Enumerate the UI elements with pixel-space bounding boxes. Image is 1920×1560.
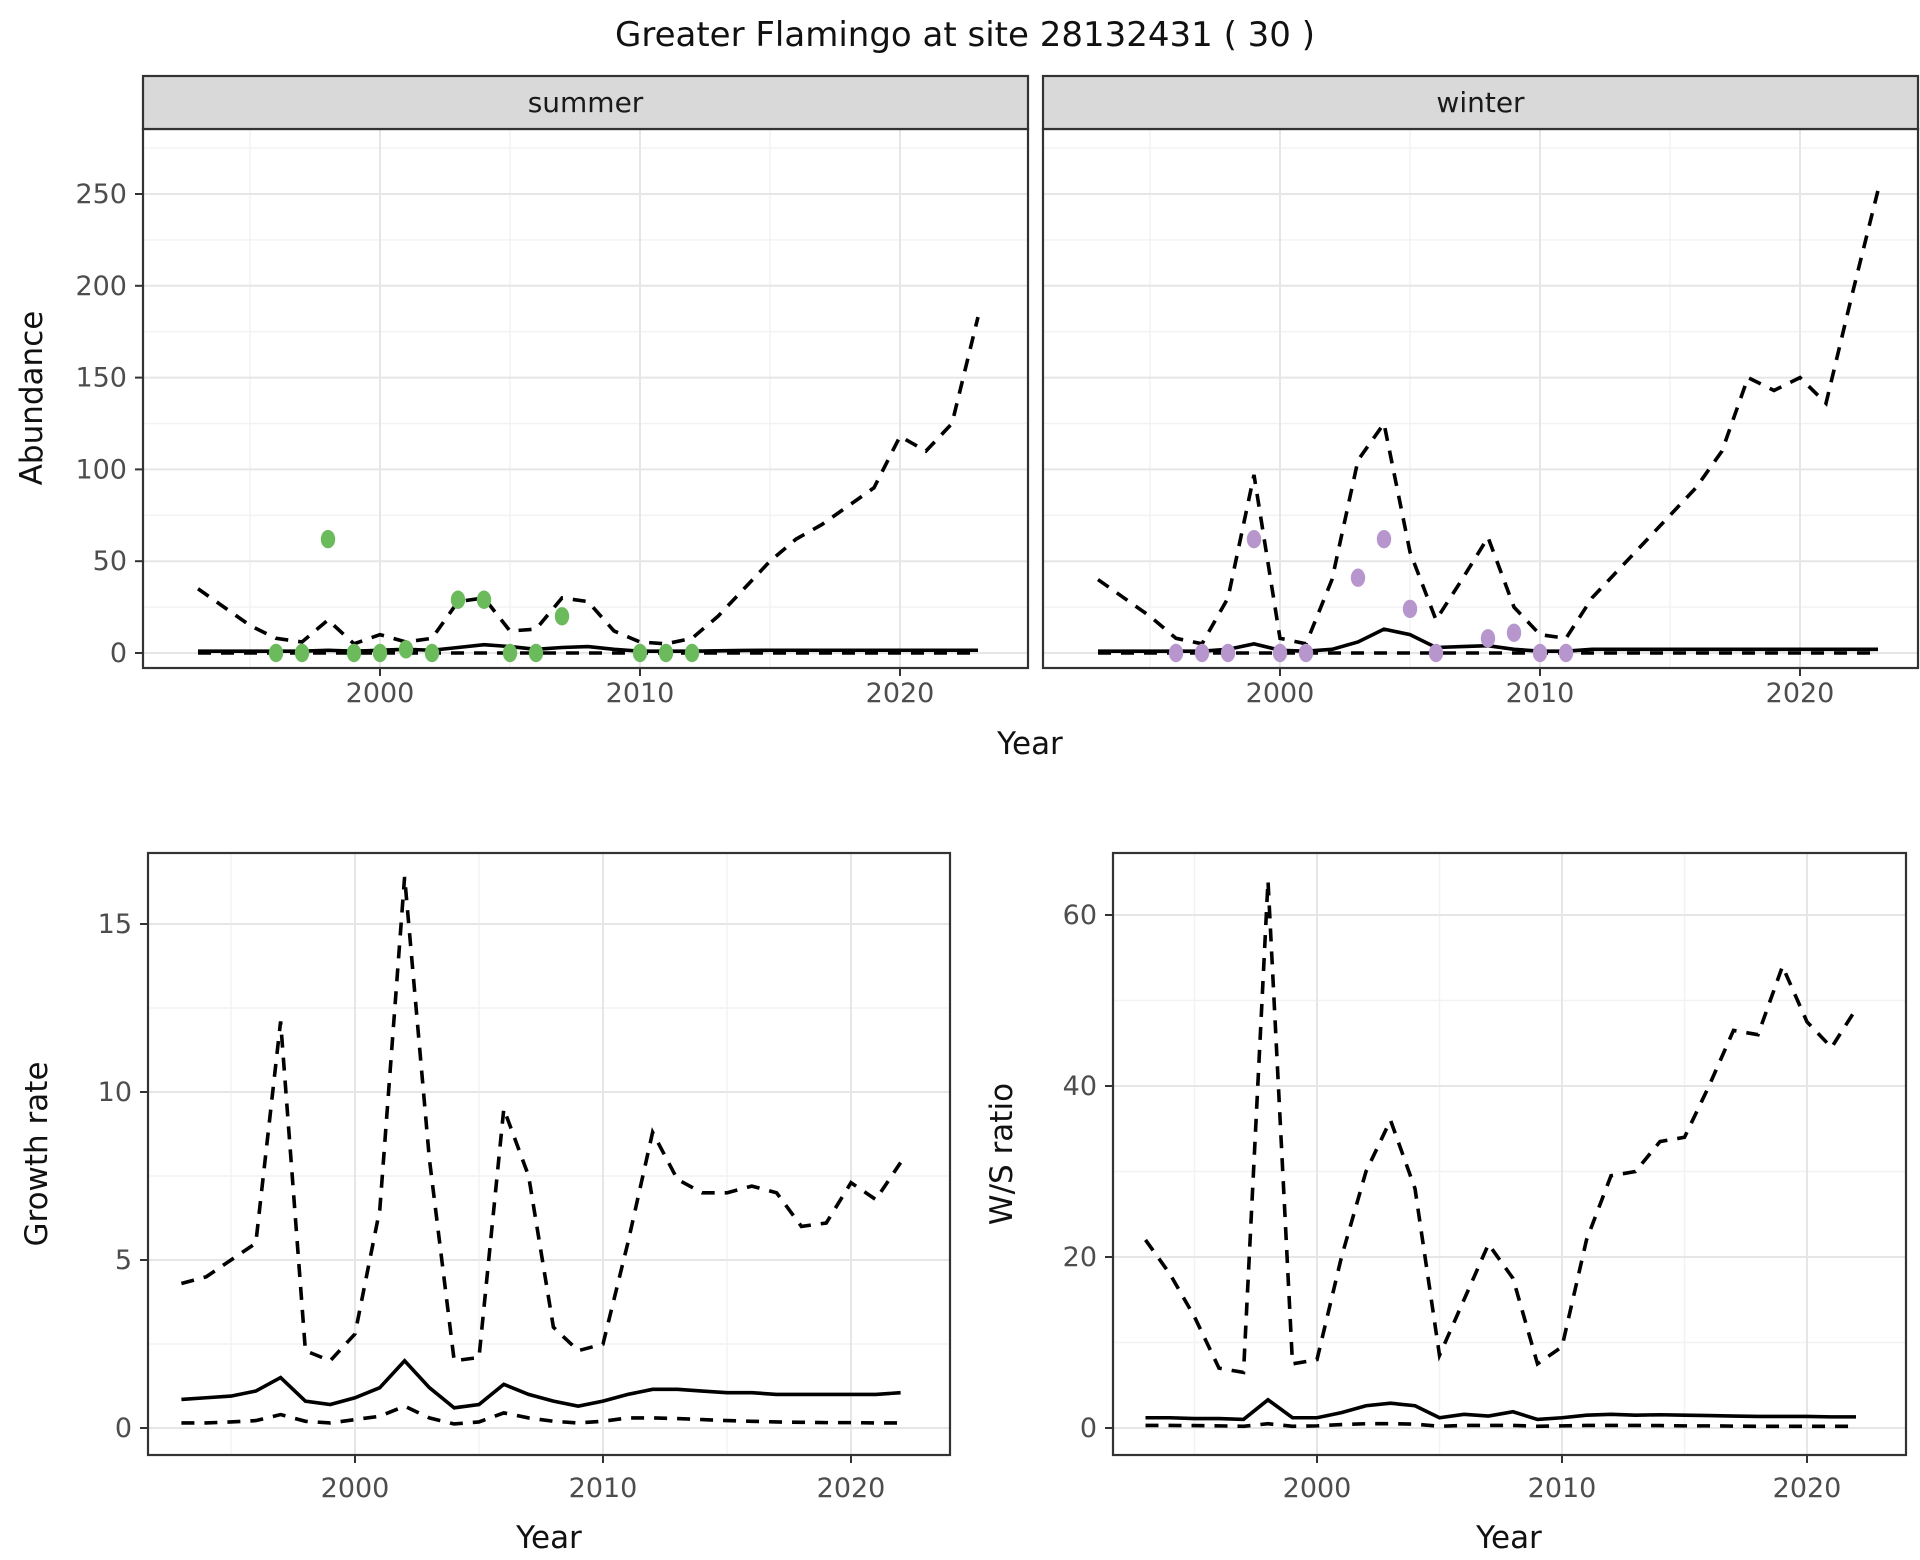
y-tick-label: 150: [75, 363, 127, 394]
data-point: [1194, 643, 1210, 663]
gridlines: [148, 853, 950, 1455]
chart-title: Greater Flamingo at site 28132431 ( 30 ): [615, 15, 1315, 55]
gridlines: [1113, 853, 1906, 1455]
y-tick-label: 0: [1080, 1413, 1097, 1444]
growth-year-axis-title: Year: [515, 1520, 582, 1556]
panel-ws-ratio: 2000 2010 2020 0 20 40 60: [1063, 851, 1908, 1504]
series-group: [180, 876, 903, 1426]
y-tick-label: 50: [93, 546, 127, 577]
y-tick-label: 5: [115, 1245, 132, 1276]
data-point: [554, 607, 570, 626]
x-tick-label: 2000: [1246, 678, 1315, 709]
data-point: [320, 529, 336, 549]
panel-background: [148, 853, 950, 1455]
panel-growth-rate: 2000 2010 2020 0 5 10 15: [98, 851, 952, 1504]
data-point: [476, 590, 492, 609]
data-point: [450, 590, 466, 609]
lower_ci-line: [181, 1404, 901, 1426]
data-point: [1428, 643, 1444, 663]
upper_ci-line: [1144, 880, 1858, 1375]
facet-strip-label: winter: [1436, 86, 1525, 119]
data-point: [268, 643, 284, 663]
gridlines: [1043, 129, 1918, 668]
data-point: [1246, 529, 1262, 549]
series-group: [1096, 189, 1880, 663]
data-point: [424, 643, 440, 663]
ws-ratio-axis-title: W/S ratio: [984, 1083, 1020, 1225]
panel-background: [143, 129, 1028, 668]
data-point: [658, 643, 674, 663]
median-line: [198, 642, 978, 653]
data-point: [1350, 568, 1366, 587]
x-tick-label: 2010: [1528, 1473, 1597, 1504]
x-tick-label: 2010: [569, 1473, 638, 1504]
facet-strip-label: summer: [528, 86, 644, 119]
data-point: [1532, 643, 1548, 663]
data-point: [294, 643, 310, 663]
data-point: [1506, 623, 1522, 643]
data-point: [632, 643, 648, 663]
y-tick-label: 20: [1063, 1242, 1097, 1273]
x-tick-label: 2020: [866, 678, 935, 709]
x-tick-label: 2000: [346, 678, 415, 709]
x-tick-label: 2000: [1283, 1473, 1352, 1504]
data-point: [398, 640, 414, 659]
x-tick-label: 2020: [1766, 678, 1835, 709]
lower_ci-line: [1145, 1421, 1856, 1429]
series-group: [196, 316, 980, 663]
top-year-axis-title: Year: [996, 726, 1063, 762]
panel-border: [1111, 851, 1908, 1457]
panel-abundance-summer: summer 2000 2010 2020 0 50 100 150 200 250: [75, 74, 1030, 709]
data-point: [1220, 643, 1236, 663]
y-tick-label: 10: [98, 1077, 132, 1108]
x-tick-label: 2000: [321, 1473, 390, 1504]
summer-observations: [268, 529, 700, 663]
panel-border: [146, 851, 952, 1457]
y-tick-label: 250: [75, 179, 127, 210]
median-line: [1145, 1397, 1856, 1422]
y-tick-label: 100: [75, 454, 127, 485]
panel-background: [1113, 853, 1906, 1455]
y-tick-label: 40: [1063, 1071, 1097, 1102]
panel-abundance-winter: winter 2000 2010 2020: [1041, 74, 1920, 709]
y-tick-label: 200: [75, 271, 127, 302]
series-group: [1144, 880, 1858, 1429]
x-tick-label: 2010: [606, 678, 675, 709]
data-point: [1376, 529, 1392, 549]
ws-year-axis-title: Year: [1475, 1520, 1542, 1556]
x-tick-label: 2020: [1773, 1473, 1842, 1504]
median-line: [181, 1358, 901, 1410]
data-point: [528, 643, 544, 663]
data-point: [1402, 599, 1418, 619]
y-tick-label: 15: [98, 909, 132, 940]
data-point: [502, 643, 518, 663]
data-point: [1480, 629, 1496, 648]
y-tick-label: 0: [115, 1413, 132, 1444]
data-point: [1168, 643, 1184, 663]
facet-strip: [1041, 74, 1920, 131]
abundance-axis-title: Abundance: [14, 311, 50, 486]
winter-observations: [1168, 529, 1574, 663]
data-point: [684, 643, 700, 663]
growth-rate-axis-title: Growth rate: [19, 1061, 55, 1246]
x-tick-label: 2020: [817, 1473, 886, 1504]
x-tick-label: 2010: [1506, 678, 1575, 709]
upper_ci-line: [180, 876, 903, 1363]
y-tick-label: 60: [1063, 900, 1097, 931]
data-point: [1558, 643, 1574, 663]
facet-strip: [141, 74, 1030, 131]
gridlines: [143, 129, 1028, 668]
data-point: [1272, 643, 1288, 663]
data-point: [372, 643, 388, 663]
data-point: [1298, 643, 1314, 663]
panel-background: [1043, 129, 1918, 668]
y-tick-label: 0: [110, 638, 127, 669]
data-point: [346, 643, 362, 663]
